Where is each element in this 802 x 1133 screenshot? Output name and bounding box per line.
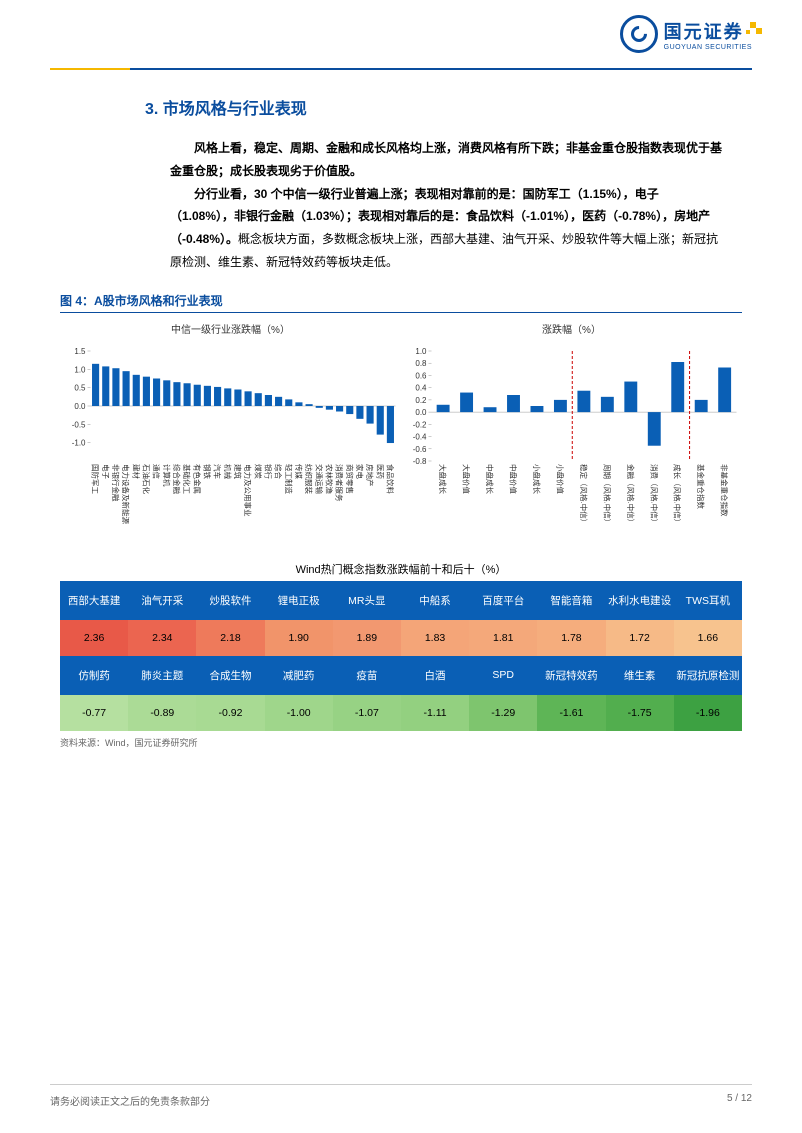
svg-text:中盘成长: 中盘成长	[485, 464, 495, 494]
svg-text:煤炭: 煤炭	[253, 464, 263, 479]
svg-text:0.8: 0.8	[415, 359, 427, 368]
chart2-title: 涨跌幅（%）	[401, 321, 742, 336]
svg-text:机械: 机械	[223, 464, 233, 479]
svg-text:1.0: 1.0	[415, 347, 427, 356]
svg-text:传媒: 传媒	[294, 464, 304, 479]
page-footer: 请务必阅读正文之后的免责条款部分 5 / 12	[50, 1084, 752, 1108]
svg-text:-0.6: -0.6	[413, 445, 427, 454]
svg-text:建筑: 建筑	[233, 464, 243, 479]
svg-text:0.4: 0.4	[415, 383, 427, 392]
svg-text:-1.0: -1.0	[72, 438, 86, 447]
svg-text:0.5: 0.5	[74, 383, 86, 392]
page-number: 5 / 12	[727, 1093, 752, 1108]
company-logo: 国元证券 GUOYUAN SECURITIES	[620, 15, 752, 53]
svg-text:成长（风格.中信）: 成长（风格.中信）	[673, 464, 683, 526]
concept-table-wrap: Wind热门概念指数涨跌幅前十和后十（%） 西部大基建油气开采炒股软件锂电正极M…	[60, 561, 742, 731]
svg-text:大盘成长: 大盘成长	[438, 464, 448, 494]
page-header: 国元证券 GUOYUAN SECURITIES	[0, 0, 802, 70]
svg-text:非基金重仓指数: 非基金重仓指数	[720, 464, 730, 517]
paragraph-1: 风格上看，稳定、周期、金融和成长风格均上涨，消费风格有所下跌；非基金重仓股指数表…	[170, 137, 722, 183]
svg-text:大盘价值: 大盘价值	[462, 464, 472, 494]
charts-container: 中信一级行业涨跌幅（%） -1.0-0.50.00.51.01.5国防军工电子非…	[60, 321, 742, 546]
svg-text:综合: 综合	[274, 464, 284, 479]
style-bar-chart: -0.8 -0.6 -0.4 -0.2 0.0 0.2 0.4 0.6 0.8 1.0 大盘成长 大盘…	[401, 341, 742, 541]
svg-text:小盘价值: 小盘价值	[555, 464, 565, 494]
concept-table: 西部大基建油气开采炒股软件锂电正极MR头显中船系百度平台智能音箱水利水电建设TW…	[60, 581, 742, 731]
paragraph-2: 分行业看，30 个中信一级行业普遍上涨；表现相对靠前的是：国防军工（1.15%）…	[170, 183, 722, 274]
table-title: Wind热门概念指数涨跌幅前十和后十（%）	[60, 561, 742, 577]
svg-text:电子: 电子	[101, 464, 111, 479]
svg-text:消费者服务: 消费者服务	[335, 464, 345, 502]
svg-text:中盘价值: 中盘价值	[508, 464, 518, 494]
svg-text:0.0: 0.0	[74, 402, 86, 411]
svg-text:轻工制造: 轻工制造	[284, 464, 294, 494]
svg-text:家电: 家电	[355, 464, 365, 479]
svg-text:通信: 通信	[152, 464, 162, 479]
svg-text:汽车: 汽车	[213, 464, 223, 479]
svg-text:-0.8: -0.8	[413, 457, 427, 466]
svg-text:基金重仓指数: 基金重仓指数	[696, 464, 706, 509]
svg-text:医药: 医药	[375, 464, 385, 479]
svg-text:0.6: 0.6	[415, 371, 427, 380]
data-source: 资料来源：Wind，国元证券研究所	[60, 736, 742, 749]
chart1-title: 中信一级行业涨跌幅（%）	[60, 321, 401, 336]
svg-text:非银行金融: 非银行金融	[111, 464, 121, 502]
svg-text:0.2: 0.2	[415, 396, 427, 405]
industry-bar-chart: -1.0-0.50.00.51.01.5国防军工电子非银行金融电力设备及新能源建…	[60, 341, 401, 541]
svg-text:商贸零售: 商贸零售	[345, 464, 355, 494]
svg-text:周期（风格.中信）: 周期（风格.中信）	[602, 464, 612, 526]
svg-text:综合金融: 综合金融	[172, 464, 182, 494]
svg-text:食品饮料: 食品饮料	[385, 464, 395, 494]
svg-text:纺织服装: 纺织服装	[304, 464, 314, 494]
svg-text:电力设备及新能源: 电力设备及新能源	[121, 464, 131, 524]
svg-text:石油石化: 石油石化	[141, 464, 151, 494]
svg-text:金融（风格.中信）: 金融（风格.中信）	[626, 464, 636, 526]
svg-text:建材: 建材	[131, 464, 141, 479]
svg-text:有色金属: 有色金属	[192, 464, 202, 494]
svg-text:小盘成长: 小盘成长	[532, 464, 542, 494]
svg-text:交通运输: 交通运输	[314, 464, 324, 494]
section-title: 3. 市场风格与行业表现	[145, 95, 742, 119]
svg-text:基础化工: 基础化工	[182, 464, 192, 494]
figure-title: 图 4：A股市场风格和行业表现	[60, 292, 742, 313]
svg-text:钢铁: 钢铁	[202, 464, 212, 479]
svg-text:0.0: 0.0	[415, 408, 427, 417]
svg-text:1.0: 1.0	[74, 365, 86, 374]
svg-text:-0.2: -0.2	[413, 420, 427, 429]
svg-text:房地产: 房地产	[365, 464, 375, 487]
footer-disclaimer: 请务必阅读正文之后的免责条款部分	[50, 1093, 210, 1108]
logo-cn-text: 国元证券	[664, 18, 752, 44]
svg-text:银行: 银行	[263, 464, 273, 479]
svg-text:-0.4: -0.4	[413, 432, 427, 441]
logo-en-text: GUOYUAN SECURITIES	[664, 44, 752, 51]
svg-text:计算机: 计算机	[162, 464, 172, 487]
svg-text:农林牧渔: 农林牧渔	[324, 464, 334, 494]
svg-text:电力及公用事业: 电力及公用事业	[243, 464, 253, 517]
svg-text:国防军工: 国防军工	[91, 464, 101, 494]
svg-text:-0.5: -0.5	[72, 420, 86, 429]
svg-text:消费（风格.中信）: 消费（风格.中信）	[649, 464, 659, 526]
svg-text:稳定（风格.中信）: 稳定（风格.中信）	[579, 464, 589, 526]
svg-text:1.5: 1.5	[74, 347, 86, 356]
